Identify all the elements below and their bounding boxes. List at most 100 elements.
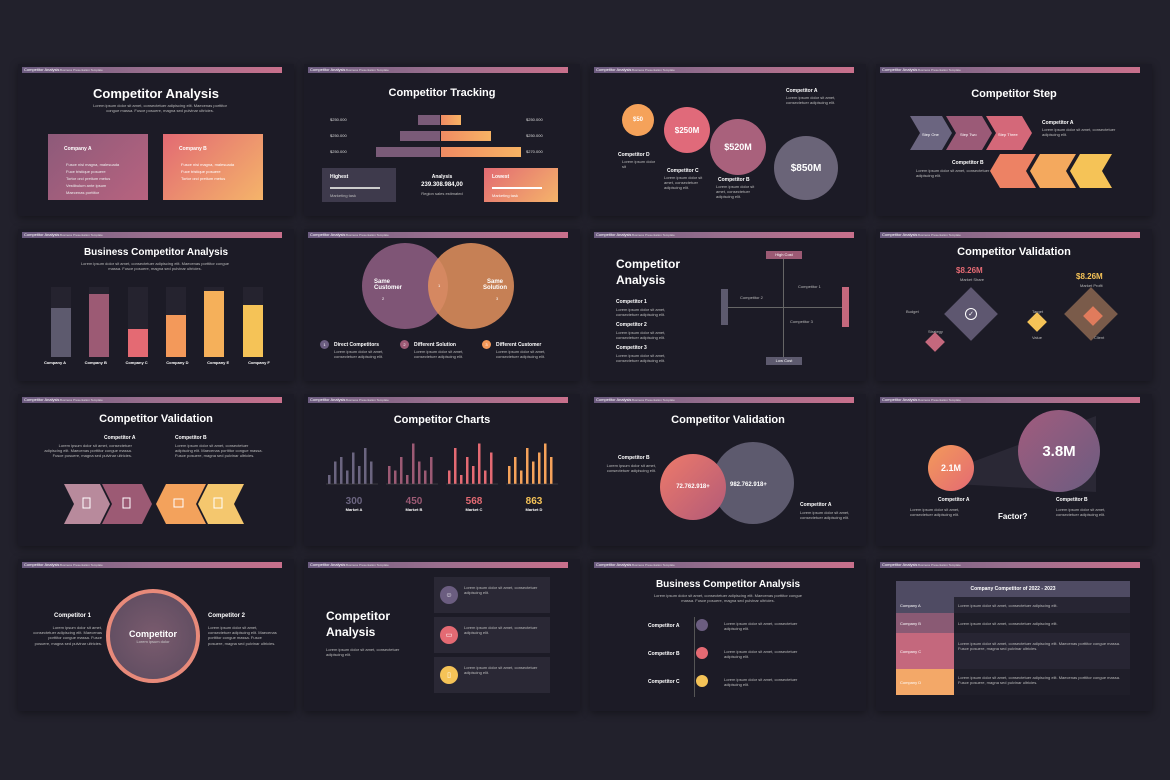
slide-venn[interactable]: Competitor Analysis Business Presentation… — [304, 229, 580, 381]
track-bar-right — [441, 115, 461, 125]
bar-chart — [42, 287, 272, 357]
slide-company-table[interactable]: Competitor Analysis Business Presentation… — [876, 559, 1152, 711]
slide-competitor-charts[interactable]: Competitor Analysis Business Presentation… — [304, 394, 580, 546]
chart-bar — [448, 470, 451, 484]
slide-competitor-tracking[interactable]: Competitor Analysis Business Presentation… — [304, 64, 580, 216]
chart-bar — [352, 452, 355, 484]
bar — [242, 304, 263, 357]
bar-chart-labels: Company A Company B Company C Company D … — [42, 360, 272, 365]
slide-header-bar: Competitor Analysis Business Presentation… — [22, 232, 282, 238]
svg-text:Step Two: Step Two — [960, 132, 977, 137]
slide-title: Competitor Step — [971, 88, 1057, 100]
slide-header-bar: Competitor Analysis Business Presentation… — [308, 397, 568, 403]
step-arrows-top: Step One Step Two Step Three — [910, 116, 1032, 150]
svg-text:Step Three: Step Three — [998, 132, 1018, 137]
slide-header-bar: Competitor Analysis Business Presentation… — [880, 232, 1140, 238]
slide-competitor-center[interactable]: Competitor Analysis Business Presentation… — [18, 559, 294, 711]
chart-bar — [340, 457, 343, 484]
track-bar-left — [376, 147, 440, 157]
monitor-icon: ▭ — [440, 626, 458, 644]
chart-bar — [484, 470, 487, 484]
chart-bar — [424, 470, 427, 484]
bar — [127, 329, 148, 357]
slide-competitor-step[interactable]: Competitor Analysis Business Presentation… — [876, 64, 1152, 216]
chart-bar — [454, 448, 457, 484]
step-arrows-bottom — [990, 154, 1112, 188]
mini-charts — [326, 443, 558, 485]
validation-arrows — [64, 484, 244, 524]
company-b-card: Company B Fusce nisi magna, malesuada Fu… — [163, 134, 263, 200]
chart-bar — [520, 470, 523, 484]
people-icon — [696, 647, 708, 659]
chart-bar — [490, 452, 493, 484]
chart-bar — [508, 466, 511, 484]
slide-grid: Competitor Analysis Business Presentation… — [18, 64, 1153, 716]
slide-header-bar: Competitor Analysis Business Presentation… — [22, 67, 282, 73]
circle-a: 72.762.918+ — [660, 454, 726, 520]
track-bar-left — [400, 131, 440, 141]
table-row: Company D — [896, 669, 954, 695]
bubble-c: $250M — [664, 107, 710, 153]
document-icon: ▯ — [440, 666, 458, 684]
chart-bar — [364, 448, 367, 484]
chart-bar — [418, 461, 421, 484]
venn-right — [428, 243, 514, 329]
slide-validation-venn[interactable]: Competitor Analysis Business Presentation… — [590, 394, 866, 546]
slide-header-bar: Competitor Analysis Business Presentation… — [308, 232, 568, 238]
chart-bar — [388, 466, 391, 484]
chart-bar — [460, 475, 463, 484]
slide-header-bar: Competitor Analysis Business Presentation… — [880, 397, 1140, 403]
slide-header-bar: Competitor Analysis Business Presentation… — [594, 562, 854, 568]
track-bar-right — [441, 131, 491, 141]
slide-title: Competitor Analysis — [93, 86, 219, 101]
number-1-icon: 1 — [320, 340, 329, 349]
table-row: Company A — [896, 597, 954, 613]
table-header: Company Competitor of 2022 - 2023 — [896, 581, 1130, 597]
slide-header-bar: Competitor Analysis Business Presentation… — [22, 562, 282, 568]
chart-bar — [358, 466, 361, 484]
slide-competitor-bubbles[interactable]: Competitor Analysis Business Presentation… — [590, 64, 866, 216]
slide-validation-arrows[interactable]: Competitor Analysis Business Presentation… — [18, 394, 294, 546]
highest-card: Highest Marketing task — [322, 168, 396, 202]
slide-competitor-analysis[interactable]: Competitor Analysis Business Presentation… — [18, 64, 294, 216]
slide-subtitle: Lorem ipsum dolor sit amet, consectetuer… — [93, 103, 227, 114]
bubble-d: $50 — [622, 104, 654, 136]
slide-header-bar: Competitor Analysis Business Presentation… — [594, 232, 854, 238]
slide-header-bar: Competitor Analysis Business Presentation… — [594, 397, 854, 403]
chart-bar — [370, 461, 373, 484]
low-quality-tag — [721, 289, 728, 325]
slide-validation-diamonds[interactable]: Competitor Analysis Business Presentation… — [876, 229, 1152, 381]
chart-bar — [430, 457, 433, 484]
chart-bar — [478, 443, 481, 484]
circle-2-1m: 2.1M — [928, 445, 974, 491]
tick-label: Company E — [207, 360, 230, 365]
slide-header-bar: Competitor Analysis Business Presentation… — [308, 562, 568, 568]
check-icon: ✓ — [965, 308, 977, 320]
tick-label: Company F — [248, 360, 270, 365]
track-bar-right — [441, 147, 521, 157]
number-2-icon: 2 — [400, 340, 409, 349]
lowest-card: Lowest Marketing task — [484, 168, 558, 202]
chart-bar — [472, 466, 475, 484]
slide-factor[interactable]: Competitor Analysis Business Presentation… — [876, 394, 1152, 546]
slide-business-competitor-bars[interactable]: Competitor Analysis Business Presentation… — [18, 229, 294, 381]
svg-text:Step One: Step One — [922, 132, 940, 137]
bar — [166, 315, 186, 357]
chart-bar — [550, 457, 553, 484]
company-a-card: Company A Fusce nisi magna, malesuada Fu… — [48, 134, 148, 200]
chat-icon: ☺ — [440, 586, 458, 604]
slide-business-competitor-list[interactable]: Competitor Analysis Business Presentation… — [590, 559, 866, 711]
chart-values: 300 Market A 450 Market B 568 Market C 8… — [345, 496, 543, 512]
slide-analysis-list[interactable]: Competitor Analysis Business Presentation… — [304, 559, 580, 711]
slide-title: Competitor Charts — [393, 414, 491, 426]
chart-bar — [544, 443, 547, 484]
chart-bar — [328, 475, 331, 484]
tick-label: Company A — [43, 360, 67, 365]
chart-bar — [514, 457, 517, 484]
shield-icon — [696, 619, 708, 631]
slide-header-bar: Competitor Analysis Business Presentation… — [594, 67, 854, 73]
slide-title: Competitor Validation — [99, 413, 213, 425]
diamond-small — [925, 332, 945, 352]
chart-bar — [406, 475, 409, 484]
slide-competitor-matrix[interactable]: Competitor Analysis Business Presentation… — [590, 229, 866, 381]
